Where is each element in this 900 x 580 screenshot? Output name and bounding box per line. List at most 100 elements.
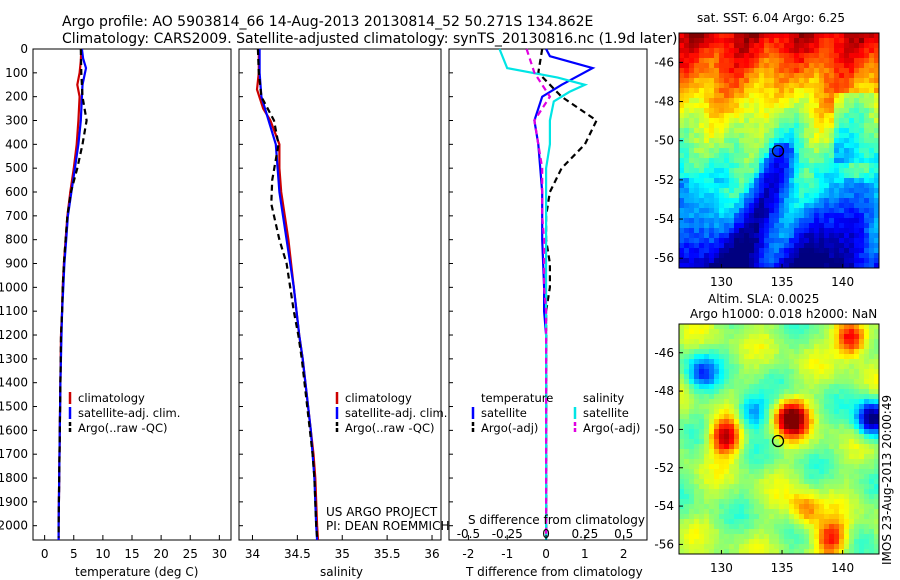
sst-cell [869,38,875,44]
sst-cell [834,163,840,169]
sla-cell [754,529,760,535]
sst-cell [824,73,830,79]
sla-cell [704,544,710,550]
sst-cell [739,33,745,39]
sst-cell [699,243,705,249]
sst-cell [794,253,800,259]
map-y-tick-label: -46 [654,346,674,360]
sla-cell [864,489,870,495]
sla-cell [849,454,855,460]
sst-cell [714,133,720,139]
sla-cell [864,389,870,395]
sla-cell [864,429,870,435]
sla-cell [724,364,730,370]
sst-cell [844,58,850,64]
sla-cell [774,329,780,335]
sst-cell [679,168,685,174]
sst-cell [699,103,705,109]
sst-cell [834,83,840,89]
sla-cell [694,464,700,470]
sla-cell [759,354,765,360]
sst-cell [759,93,765,99]
sla-cell [694,504,700,510]
sst-cell [699,93,705,99]
sst-cell [824,218,830,224]
sla-cell [699,519,705,525]
sst-cell [864,238,870,244]
sst-cell [694,53,700,59]
sla-cell [749,534,755,540]
sst-cell [819,123,825,129]
sst-cell [804,108,810,114]
sst-cell [689,218,695,224]
sst-cell [829,108,835,114]
sst-cell [709,43,715,49]
sst-cell [829,48,835,54]
sla-cell [679,524,685,530]
sla-cell [829,389,835,395]
sst-cell [754,78,760,84]
sst-cell [779,188,785,194]
sst-cell [699,158,705,164]
sla-cell [779,464,785,470]
sla-cell [849,384,855,390]
sst-cell [724,203,730,209]
sst-cell [799,78,805,84]
sst-cell [804,208,810,214]
sst-cell [799,193,805,199]
sst-cell [814,148,820,154]
sla-cell [844,529,850,535]
sst-cell [774,113,780,119]
sst-cell [714,68,720,74]
legend-argo-label: Argo(..raw -QC) [345,421,435,435]
sst-cell [814,118,820,124]
sst-cell [744,243,750,249]
sla-cell [869,334,875,340]
sst-cell [699,123,705,129]
sst-cell [804,128,810,134]
sst-cell [814,73,820,79]
sst-cell [759,123,765,129]
sst-cell [749,33,755,39]
sst-cell [784,133,790,139]
sst-cell [679,248,685,254]
sla-cell [874,389,880,395]
sst-cell [734,158,740,164]
sla-cell [814,324,820,330]
sst-cell [779,118,785,124]
sla-cell [739,434,745,440]
sst-cell [779,63,785,69]
sla-cell [854,544,860,550]
sla-cell [809,424,815,430]
sla-cell [714,414,720,420]
depth-tick-label: 100 [5,66,28,80]
sst-cell [794,188,800,194]
sst-cell [819,258,825,264]
sla-cell [719,364,725,370]
sst-cell [859,198,865,204]
sst-cell [854,53,860,59]
sst-cell [764,43,770,49]
sst-cell [834,238,840,244]
sst-cell [834,103,840,109]
sst-cell [824,103,830,109]
sst-cell [779,123,785,129]
sla-cell [809,479,815,485]
sla-cell [859,519,865,525]
sst-cell [729,53,735,59]
sla-cell [734,449,740,455]
sst-cell [859,263,865,269]
sst-cell [839,218,845,224]
sst-cell [724,58,730,64]
sst-cell [804,218,810,224]
sst-cell [684,218,690,224]
sla-cell [749,484,755,490]
sla-cell [819,364,825,370]
sst-cell [819,168,825,174]
sla-cell [809,374,815,380]
sla-cell [769,349,775,355]
sst-cell [739,153,745,159]
sla-cell [864,524,870,530]
sla-cell [809,419,815,425]
sst-cell [774,33,780,39]
